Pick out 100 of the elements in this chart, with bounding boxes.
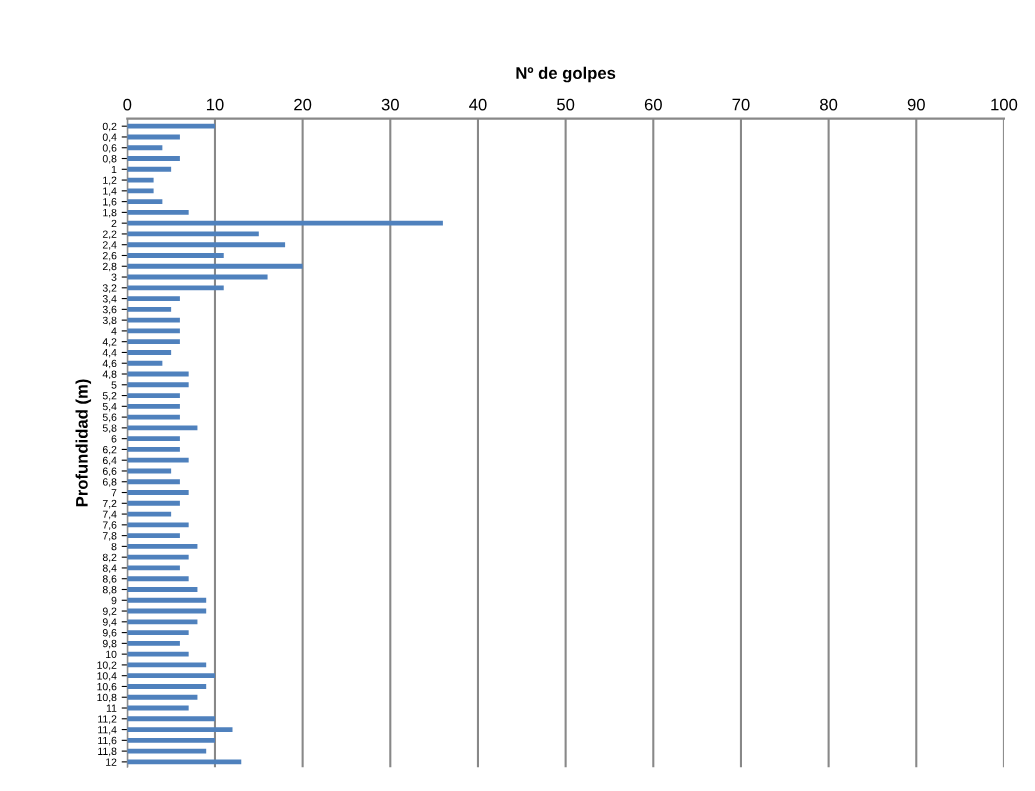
y-tick-label: 5,6 [102, 413, 117, 423]
bar [127, 296, 180, 302]
y-axis-title: Profundidad (m) [75, 379, 92, 507]
bar [127, 285, 224, 291]
y-tick-label: 9,6 [102, 629, 117, 638]
y-tick-label: 2,2 [102, 230, 117, 240]
y-tick-label: 2,4 [102, 241, 117, 250]
bar [127, 414, 180, 420]
y-tick-label: 0,4 [102, 133, 117, 143]
x-tick-label: 90 [907, 98, 925, 111]
x-tick-label: 40 [469, 98, 487, 111]
y-tick-label: 7,8 [102, 532, 117, 541]
y-tick-label: 5,4 [102, 402, 117, 412]
y-tick-label: 1 [111, 165, 117, 174]
bar [127, 554, 189, 560]
x-tick-label: 60 [644, 98, 662, 111]
bar [127, 220, 443, 226]
bar [127, 253, 224, 258]
bar [127, 199, 163, 205]
bar [127, 317, 180, 323]
bar [127, 242, 286, 248]
y-tick-label: 4 [111, 327, 117, 335]
bar [127, 533, 180, 539]
bar [127, 393, 180, 398]
bar [127, 123, 215, 129]
y-tick-label: 6 [111, 435, 117, 443]
bar [127, 209, 189, 215]
bar [127, 403, 180, 409]
y-tick-label: 3 [111, 273, 117, 281]
y-tick-label: 6,6 [102, 467, 117, 477]
y-tick-label: 1,2 [103, 176, 117, 186]
y-tick-label: 6,4 [102, 456, 117, 466]
y-tick-label: 10,8 [97, 693, 117, 703]
bar [127, 339, 180, 345]
bar [127, 651, 189, 657]
bar [127, 630, 189, 636]
bar [127, 188, 154, 194]
y-tick-label: 5,8 [102, 424, 117, 433]
y-tick-label: 2,8 [102, 262, 117, 272]
bar [127, 457, 189, 463]
bar [127, 694, 198, 700]
bar [127, 306, 172, 312]
bar [127, 716, 215, 722]
y-tick-label: 7,4 [102, 510, 117, 520]
y-tick-label: 8,6 [102, 575, 117, 584]
y-tick-label: 3,6 [102, 305, 117, 315]
bar [127, 436, 180, 442]
bar [127, 759, 242, 765]
bar [127, 145, 163, 151]
y-tick-label: 8 [111, 542, 117, 551]
y-tick-label: 8,8 [102, 585, 117, 595]
bar [127, 500, 180, 506]
bar [127, 673, 215, 679]
bar [127, 619, 198, 625]
bar [127, 328, 180, 334]
x-tick-label: 20 [294, 98, 312, 111]
y-tick-label: 5,2 [102, 392, 117, 401]
bar [127, 350, 172, 355]
x-axis-title: Nº de golpes [516, 66, 616, 83]
x-tick-label: 30 [381, 98, 399, 111]
y-tick-label: 7,6 [102, 521, 117, 530]
bar [127, 662, 207, 668]
y-tick-label: 0,8 [102, 155, 117, 164]
bar [127, 360, 163, 366]
y-tick-label: 11,6 [98, 736, 117, 746]
y-tick-label: 2 [111, 219, 117, 227]
y-tick-label: 10,6 [97, 682, 117, 692]
y-tick-label: 0,2 [102, 122, 117, 132]
y-tick-label: 9,8 [102, 639, 117, 649]
x-tick-label: 0 [123, 98, 132, 111]
bar [127, 597, 207, 603]
bar [127, 748, 207, 754]
y-tick-label: 3,4 [102, 295, 117, 304]
bar [127, 727, 233, 732]
x-tick-label: 100 [991, 98, 1018, 111]
y-tick-label: 9 [111, 596, 117, 605]
y-tick-label: 4,8 [102, 370, 117, 380]
y-tick-label: 11 [106, 704, 117, 712]
y-tick-label: 1,4 [103, 187, 117, 196]
y-tick-label: 11,4 [98, 726, 117, 735]
y-tick-label: 11,2 [98, 715, 117, 724]
x-tick-label: 70 [732, 98, 750, 111]
bar [127, 166, 172, 172]
y-tick-label: 9,2 [102, 607, 117, 617]
bar [127, 737, 215, 743]
y-tick-label: 5 [111, 381, 117, 389]
y-tick-label: 4,4 [102, 349, 117, 358]
y-tick-label: 12 [106, 758, 117, 766]
bar [127, 587, 198, 592]
bar [127, 684, 207, 689]
y-tick-label: 8,4 [102, 564, 117, 574]
y-tick-label: 3,8 [102, 316, 117, 326]
bar [127, 543, 198, 549]
bar [127, 263, 303, 269]
y-tick-label: 6,2 [102, 445, 117, 455]
bar [127, 156, 180, 161]
y-tick-label: 3,2 [102, 284, 117, 293]
y-tick-label: 10,4 [97, 672, 117, 681]
bar [127, 640, 180, 646]
y-tick-label: 9,4 [102, 618, 117, 627]
